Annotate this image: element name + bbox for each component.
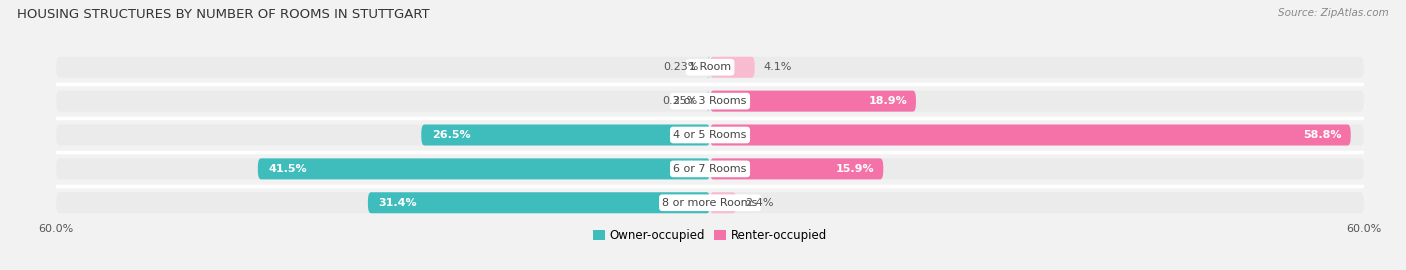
- FancyBboxPatch shape: [706, 91, 710, 112]
- FancyBboxPatch shape: [707, 57, 710, 78]
- FancyBboxPatch shape: [710, 158, 883, 179]
- FancyBboxPatch shape: [56, 192, 1364, 213]
- Text: 18.9%: 18.9%: [869, 96, 907, 106]
- Text: 2.4%: 2.4%: [745, 198, 773, 208]
- Text: 0.23%: 0.23%: [664, 62, 699, 72]
- FancyBboxPatch shape: [710, 124, 1351, 146]
- Text: 1 Room: 1 Room: [689, 62, 731, 72]
- Text: HOUSING STRUCTURES BY NUMBER OF ROOMS IN STUTTGART: HOUSING STRUCTURES BY NUMBER OF ROOMS IN…: [17, 8, 429, 21]
- Text: 26.5%: 26.5%: [432, 130, 471, 140]
- Text: 8 or more Rooms: 8 or more Rooms: [662, 198, 758, 208]
- FancyBboxPatch shape: [56, 57, 1364, 78]
- FancyBboxPatch shape: [422, 124, 710, 146]
- Text: 31.4%: 31.4%: [378, 198, 418, 208]
- FancyBboxPatch shape: [710, 192, 737, 213]
- Text: Source: ZipAtlas.com: Source: ZipAtlas.com: [1278, 8, 1389, 18]
- FancyBboxPatch shape: [257, 158, 710, 179]
- FancyBboxPatch shape: [56, 158, 1364, 179]
- Text: 15.9%: 15.9%: [837, 164, 875, 174]
- Text: 0.35%: 0.35%: [662, 96, 697, 106]
- Text: 41.5%: 41.5%: [269, 164, 308, 174]
- Text: 58.8%: 58.8%: [1303, 130, 1343, 140]
- FancyBboxPatch shape: [56, 124, 1364, 146]
- FancyBboxPatch shape: [368, 192, 710, 213]
- Text: 2 or 3 Rooms: 2 or 3 Rooms: [673, 96, 747, 106]
- FancyBboxPatch shape: [710, 57, 755, 78]
- FancyBboxPatch shape: [710, 91, 915, 112]
- Text: 4.1%: 4.1%: [763, 62, 792, 72]
- Text: 4 or 5 Rooms: 4 or 5 Rooms: [673, 130, 747, 140]
- FancyBboxPatch shape: [56, 91, 1364, 112]
- Legend: Owner-occupied, Renter-occupied: Owner-occupied, Renter-occupied: [588, 224, 832, 247]
- Text: 6 or 7 Rooms: 6 or 7 Rooms: [673, 164, 747, 174]
